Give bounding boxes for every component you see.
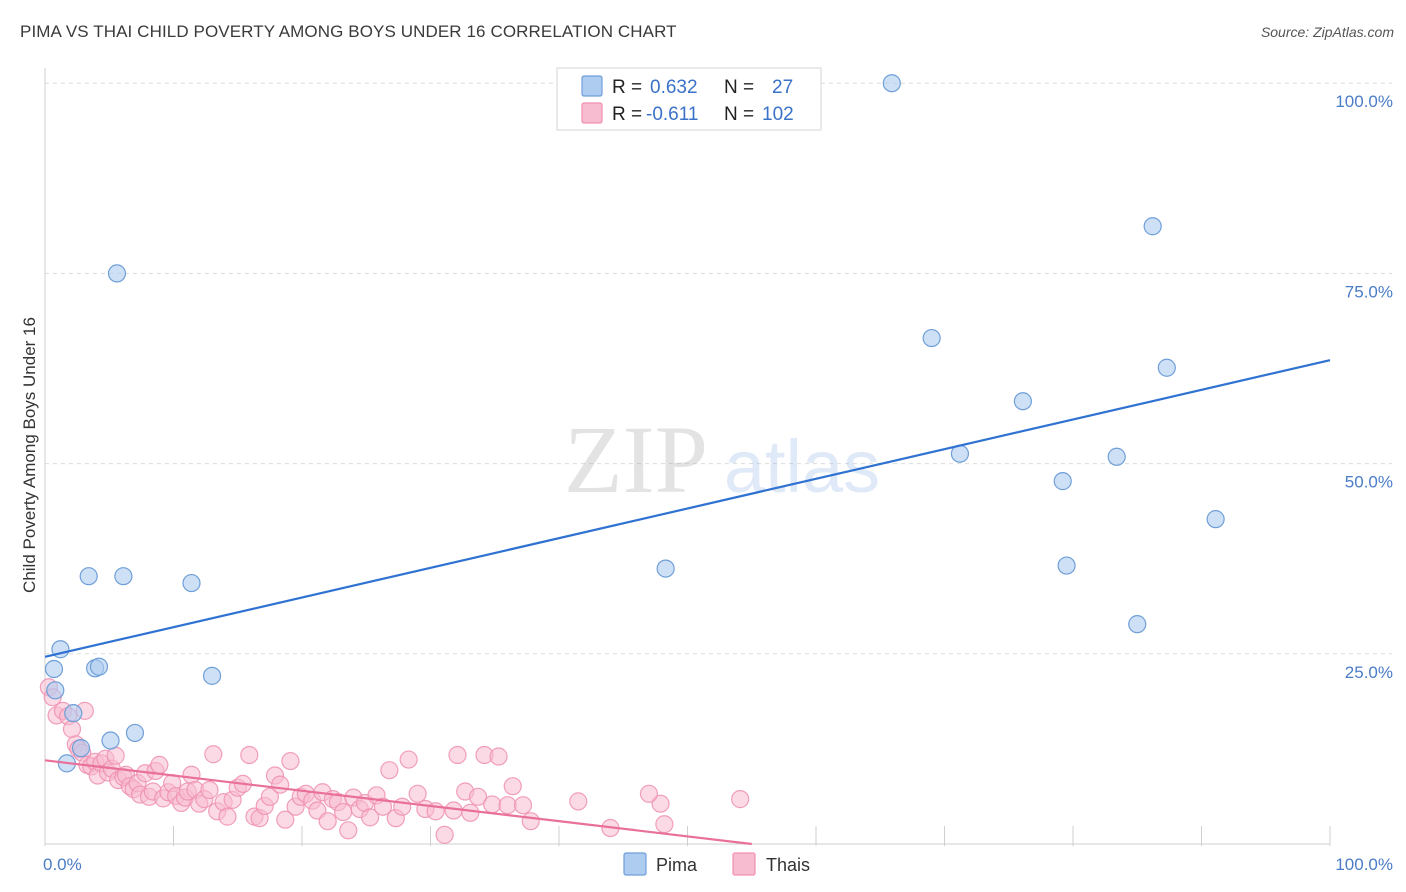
pima-trend-line <box>44 359 1331 658</box>
y-axis-label: Child Poverty Among Boys Under 16 <box>20 317 39 593</box>
thai-point <box>461 803 480 822</box>
y-tick-label: 25.0% <box>1345 663 1393 682</box>
thai-point <box>271 775 290 794</box>
thai-trend-line <box>44 759 752 846</box>
thai-point <box>240 745 259 765</box>
thai-point <box>408 784 427 803</box>
thai-point <box>204 745 223 764</box>
correlation-legend: R = 0.632 N = 27 R = -0.611 N = 102 <box>556 67 822 131</box>
thai-point <box>393 797 412 816</box>
pima-point <box>922 328 941 348</box>
y-tick-label: 100.0% <box>1335 92 1393 111</box>
thai-point <box>361 808 380 827</box>
thai-point <box>182 765 201 784</box>
thai-point <box>200 780 219 800</box>
legend-swatch-pima <box>581 75 603 97</box>
grid-layer <box>45 82 1392 655</box>
pima-point <box>182 573 201 593</box>
pima-point <box>46 681 65 700</box>
series-legend-label-pima: Pima <box>656 855 698 875</box>
thai-point <box>334 802 353 822</box>
thai-point <box>62 720 82 739</box>
thai-point <box>731 790 750 809</box>
y-tick-label: 50.0% <box>1345 473 1393 492</box>
thai-point <box>655 815 674 834</box>
series-legend-swatch-thais <box>732 852 756 876</box>
source-credit: Source: ZipAtlas.com <box>1260 24 1394 40</box>
thai-point <box>435 825 454 844</box>
series-legend-swatch-pima <box>623 852 647 876</box>
legend-r-label-pima: R = <box>612 77 642 98</box>
axis-layer: 25.0% 50.0% 75.0% 100.0% 0.0% 100.0% <box>43 68 1393 874</box>
thai-point <box>281 751 300 771</box>
pima-point <box>1157 358 1176 377</box>
legend-r-value-pima: 0.632 <box>650 77 698 98</box>
pima-point <box>1013 392 1032 411</box>
series-legend-label-thais: Thais <box>766 855 810 875</box>
pima-point <box>114 567 133 586</box>
pima-point <box>64 704 83 723</box>
thai-point <box>373 797 393 816</box>
thai-point <box>444 801 463 820</box>
thai-point <box>639 784 659 803</box>
watermark-zip: ZIP <box>564 406 708 513</box>
x-tick-label: 0.0% <box>43 855 82 874</box>
thai-point <box>150 755 169 774</box>
legend-r-label-thais: R = <box>612 104 642 125</box>
pima-point <box>202 666 222 685</box>
thai-point <box>651 794 670 813</box>
thai-point <box>260 787 279 806</box>
thai-point <box>483 795 502 814</box>
watermark: ZIP atlas <box>564 406 880 513</box>
pima-point <box>1128 615 1147 634</box>
thai-point <box>380 761 399 780</box>
legend-n-label-pima: N = <box>724 77 754 98</box>
pima-point <box>1057 556 1076 575</box>
legend-r-value-thais: -0.611 <box>646 104 698 125</box>
pima-point <box>44 659 64 679</box>
pima-point <box>1143 217 1162 236</box>
thai-point <box>339 821 358 840</box>
thai-point <box>489 747 508 766</box>
thai-point <box>276 810 295 829</box>
thai-point <box>569 792 588 811</box>
pima-point <box>882 74 901 93</box>
thai-point <box>468 787 488 806</box>
thai-point <box>503 777 522 796</box>
thai-point <box>513 796 533 815</box>
thai-points <box>39 678 750 844</box>
x-tick-label: 100.0% <box>1335 855 1393 874</box>
thai-point <box>106 746 125 765</box>
legend-n-value-pima: 27 <box>772 77 793 98</box>
pima-point <box>1206 510 1225 529</box>
thai-point <box>399 750 418 769</box>
thai-point <box>521 812 540 831</box>
pima-points <box>44 74 1225 773</box>
legend-n-value-thais: 102 <box>762 104 794 125</box>
thai-point <box>498 796 517 815</box>
trend-lines <box>44 359 1331 846</box>
pima-point <box>79 567 98 586</box>
pima-point <box>89 657 109 676</box>
legend-n-label-thais: N = <box>724 104 754 125</box>
thai-point <box>318 812 337 831</box>
chart-title: PIMA VS THAI CHILD POVERTY AMONG BOYS UN… <box>20 22 677 41</box>
series-legend: Pima Thais <box>623 852 810 876</box>
thai-point <box>218 807 237 826</box>
thai-point <box>448 745 467 765</box>
pima-point <box>101 731 120 750</box>
pima-point <box>656 559 675 578</box>
pima-point <box>125 723 145 743</box>
y-tick-label: 75.0% <box>1345 282 1393 301</box>
pima-point <box>107 264 127 283</box>
legend-swatch-thais <box>581 102 603 124</box>
pima-point <box>1053 472 1072 491</box>
pima-point <box>71 739 91 758</box>
pima-point <box>1107 447 1126 466</box>
